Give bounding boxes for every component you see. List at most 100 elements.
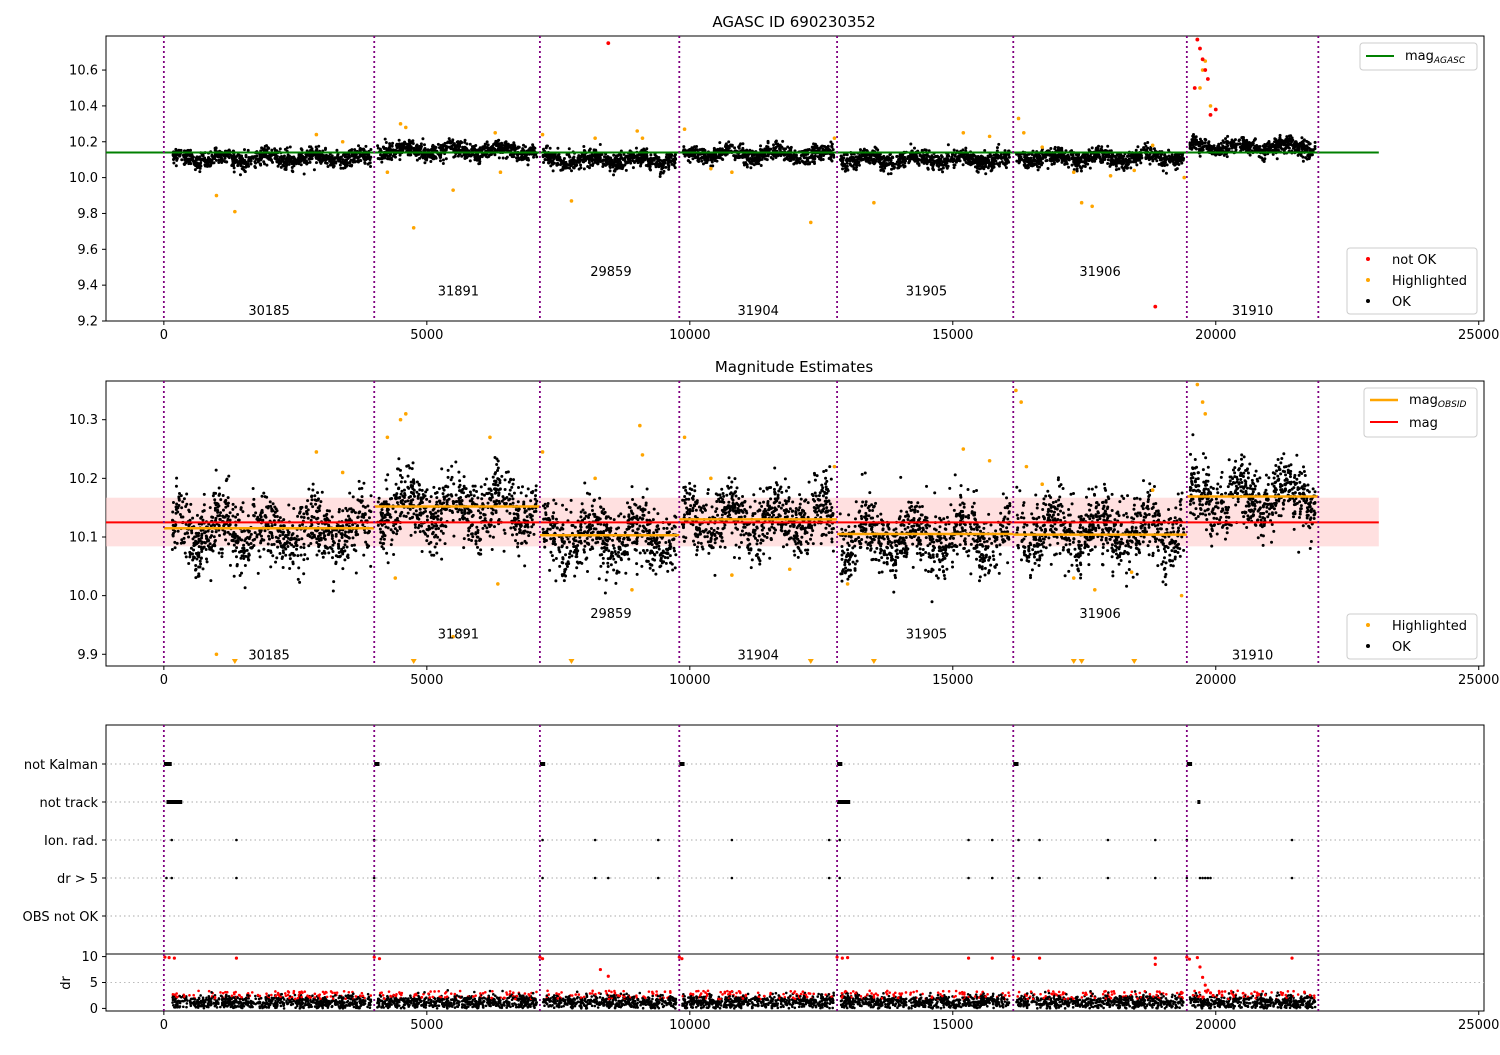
lightcurve-ok-point [1302, 160, 1305, 163]
lightcurve-ok-point [285, 168, 288, 171]
lightcurve-ok-point [1246, 144, 1249, 147]
lightcurve-ok-point [240, 160, 243, 163]
lightcurve-ok-point [641, 156, 644, 159]
lightcurve-ok-point [813, 162, 816, 165]
lightcurve-ok-point [653, 163, 656, 166]
lightcurve-ok-point [918, 164, 921, 167]
lightcurve-ok-point [235, 158, 238, 161]
lightcurve-ok-point [1314, 145, 1317, 148]
lightcurve-ok-point [609, 166, 612, 169]
lightcurve-ok-point [1137, 159, 1140, 162]
lightcurve-ok-point [388, 154, 391, 157]
lightcurve-ok-point [1275, 138, 1278, 141]
lightcurve-ok-point [1236, 143, 1239, 146]
lightcurve-ok-point [1199, 138, 1202, 141]
lightcurve-ok-point [330, 156, 333, 159]
lightcurve-ok-point [1106, 145, 1109, 148]
lightcurve-ok-point [456, 140, 459, 143]
lightcurve-ok-point [657, 156, 660, 159]
lightcurve-highlighted-point [683, 127, 687, 131]
lightcurve-ok-point [186, 153, 189, 156]
lightcurve-ok-point [954, 163, 957, 166]
lightcurve-ok-point [846, 165, 849, 168]
lightcurve-ok-point [961, 148, 964, 151]
lightcurve-ok-point [783, 158, 786, 161]
lightcurve-ok-point [790, 157, 793, 160]
lightcurve-ok-point [315, 146, 318, 149]
lightcurve-ok-point [194, 164, 197, 167]
lightcurve-ok-point [1002, 162, 1005, 165]
lightcurve-ok-point [1080, 166, 1083, 169]
lightcurve-ok-point [927, 168, 930, 171]
lightcurve-ok-point [1263, 157, 1266, 160]
lightcurve-ok-point [663, 161, 666, 164]
lightcurve-highlighted-point [641, 136, 645, 140]
lightcurve-ok-point [682, 145, 685, 148]
lightcurve-ok-point [702, 156, 705, 159]
lightcurve-ok-point [283, 155, 286, 158]
lightcurve-ok-point [359, 154, 362, 157]
lightcurve-ok-point [789, 153, 792, 156]
lightcurve-ok-point [1197, 141, 1200, 144]
lightcurve-ok-point [1134, 156, 1137, 159]
lightcurve-ok-point [1148, 156, 1151, 159]
lightcurve-ok-point [1129, 161, 1132, 164]
lightcurve-ok-point [664, 166, 667, 169]
lightcurve-ok-point [1278, 136, 1281, 139]
lightcurve-ok-point [445, 146, 448, 149]
lightcurve-ok-point [209, 165, 212, 168]
lightcurve-ok-point [366, 155, 369, 158]
lightcurve-ok-point [741, 156, 744, 159]
lightcurve-ok-point [341, 158, 344, 161]
lightcurve-ok-point [1276, 145, 1279, 148]
lightcurve-ok-point [806, 160, 809, 163]
lightcurve-ok-point [451, 138, 454, 141]
lightcurve-ok-point [263, 155, 266, 158]
lightcurve-ok-point [936, 164, 939, 167]
lightcurve-ok-point [609, 169, 612, 172]
lightcurve-ok-point [301, 156, 304, 159]
lightcurve-ok-point [929, 157, 932, 160]
lightcurve-ok-point [1053, 161, 1056, 164]
lightcurve-highlighted-point [1080, 201, 1084, 205]
lightcurve-obsid-label: 29859 [590, 265, 631, 280]
lightcurve-ok-point [339, 163, 342, 166]
lightcurve-ok-point [1301, 156, 1304, 159]
lightcurve-ok-point [335, 149, 338, 152]
lightcurve-ok-point [828, 148, 831, 151]
lightcurve-ok-point [177, 154, 180, 157]
lightcurve-ok-point [932, 161, 935, 164]
lightcurve-ok-point [598, 160, 601, 163]
lightcurve-ok-point [477, 162, 480, 165]
lightcurve-ok-point [858, 164, 861, 167]
lightcurve-ok-point [1050, 163, 1053, 166]
lightcurve-ok-point [506, 149, 509, 152]
lightcurve-ok-point [1224, 137, 1227, 140]
lightcurve-ok-point [869, 156, 872, 159]
lightcurve-ok-point [1088, 159, 1091, 162]
lightcurve-ok-point [247, 164, 250, 167]
lightcurve-ok-point [507, 144, 510, 147]
lightcurve-ok-point [846, 157, 849, 160]
lightcurve-ok-point [1122, 167, 1125, 170]
lightcurve-highlighted-point [1040, 145, 1044, 149]
lightcurve-ok-point [385, 141, 388, 144]
lightcurve-ok-point [244, 154, 247, 157]
lightcurve-ok-point [250, 162, 253, 165]
lightcurve-ok-point [1035, 163, 1038, 166]
lightcurve-highlighted-point [1017, 117, 1021, 121]
lightcurve-ok-point [315, 161, 318, 164]
lightcurve-ok-point [408, 139, 411, 142]
lightcurve-ok-point [829, 158, 832, 161]
lightcurve-highlighted-point [593, 136, 597, 140]
lightcurve-obsid-label: 31891 [438, 285, 479, 300]
lightcurve-ok-point [606, 160, 609, 163]
lightcurve-ok-point [951, 153, 954, 156]
lightcurve-ok-point [1046, 159, 1049, 162]
lightcurve-ok-point [946, 159, 949, 162]
lightcurve-highlighted-point [570, 199, 574, 203]
lightcurve-ok-point [882, 170, 885, 173]
lightcurve-ok-point [1285, 135, 1288, 138]
lightcurve-ok-point [258, 159, 261, 162]
